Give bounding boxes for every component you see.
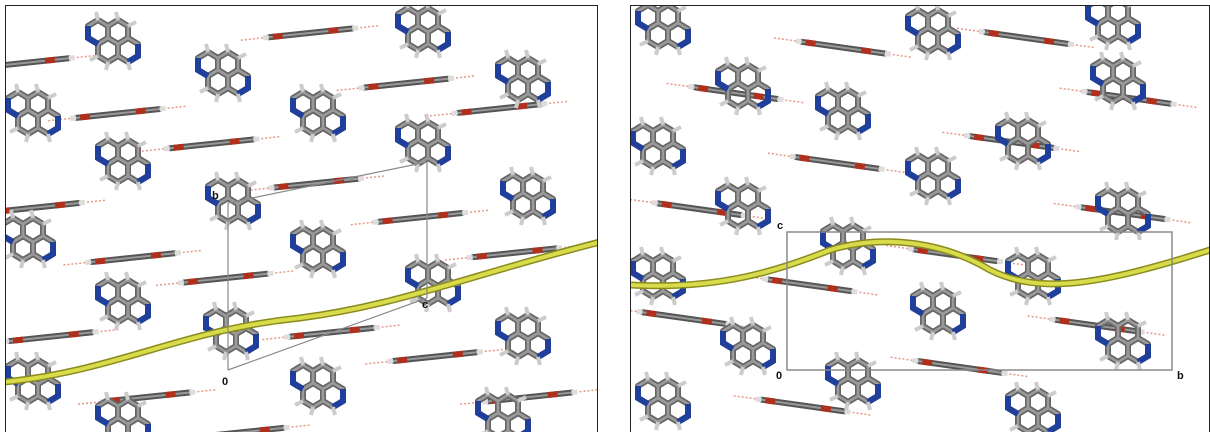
axis-label: c bbox=[422, 299, 428, 311]
right-packing bbox=[605, 0, 1210, 432]
axis-label: b bbox=[212, 190, 219, 202]
axis-label: c bbox=[777, 220, 783, 232]
page: b c 0 c 0 b (() => { const data = JSON.p… bbox=[0, 0, 1210, 432]
left-packing bbox=[0, 0, 600, 432]
axis-label: b bbox=[1177, 370, 1184, 382]
axis-label: 0 bbox=[222, 376, 228, 388]
axis-label: 0 bbox=[776, 370, 782, 382]
figure: b c 0 c 0 b bbox=[0, 0, 1210, 432]
